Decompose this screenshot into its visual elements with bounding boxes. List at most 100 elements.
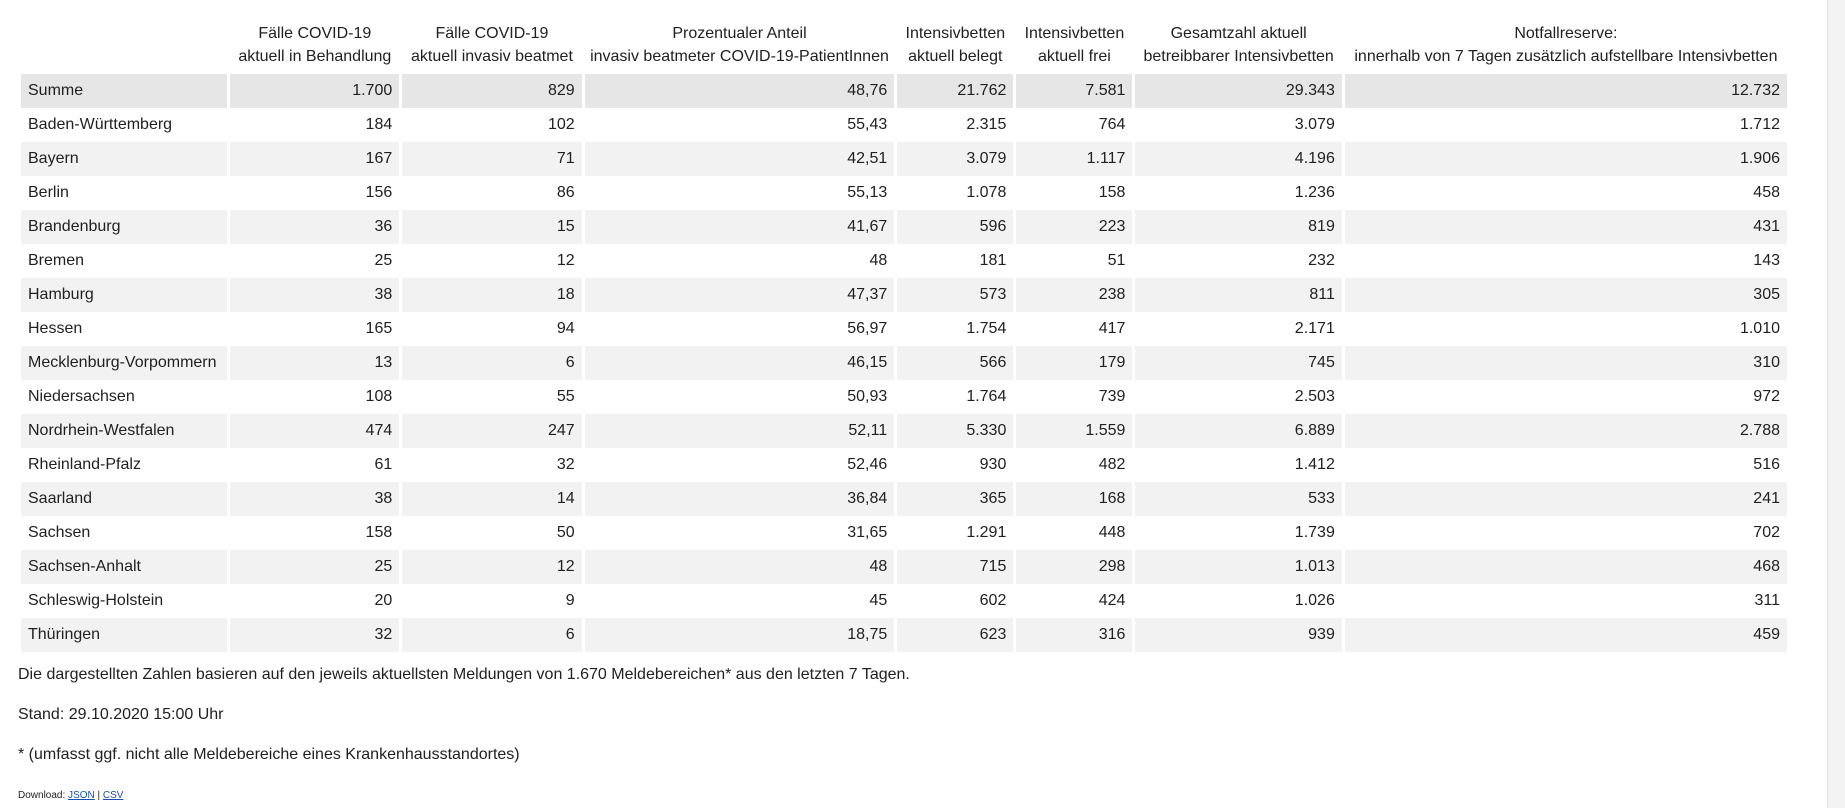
value-cell: 41,67 — [584, 210, 895, 244]
value-cell: 6 — [402, 346, 582, 380]
value-cell: 18 — [402, 278, 582, 312]
value-cell: 305 — [1344, 278, 1787, 312]
value-cell: 55 — [402, 380, 582, 414]
state-name-cell: Bayern — [21, 142, 228, 176]
column-header-line: innerhalb von 7 Tagen zusätzlich aufstel… — [1354, 48, 1778, 65]
table-row: Bayern 167 71 42,51 3.079 1.117 4.196 1.906 — [21, 142, 1787, 176]
value-cell: 51 — [1016, 244, 1133, 278]
state-name-cell: Berlin — [21, 176, 228, 210]
value-cell: 764 — [1016, 108, 1133, 142]
value-cell: 2.315 — [897, 108, 1014, 142]
table-row: Bremen 25 12 48 181 51 232 143 — [21, 244, 1787, 278]
value-cell: 241 — [1344, 482, 1787, 516]
value-cell: 533 — [1135, 482, 1342, 516]
value-cell: 12 — [402, 550, 582, 584]
column-header-2: Fälle COVID-19 aktuell invasiv beatmet — [402, 12, 581, 74]
value-cell: 623 — [897, 618, 1014, 652]
value-cell: 47,37 — [584, 278, 895, 312]
state-name-cell: Rheinland-Pfalz — [21, 448, 228, 482]
value-cell: 298 — [1016, 550, 1133, 584]
value-cell: 15 — [402, 210, 582, 244]
value-cell: 1.010 — [1344, 312, 1787, 346]
summary-row: Summe 1.700 829 48,76 21.762 7.581 29.343 12.73… — [21, 74, 1787, 108]
table-row: Thüringen 32 6 18,75 623 316 939 459 — [21, 618, 1787, 652]
value-cell: 38 — [230, 482, 400, 516]
state-name-cell: Saarland — [21, 482, 228, 516]
column-header-line: invasiv beatmeter COVID-19-PatientInnen — [590, 48, 889, 65]
value-cell: 55,13 — [584, 176, 895, 210]
value-cell: 2.788 — [1344, 414, 1787, 448]
value-cell: 739 — [1016, 380, 1133, 414]
value-cell: 1.700 — [230, 74, 400, 108]
state-name-cell: Niedersachsen — [21, 380, 228, 414]
value-cell: 12.732 — [1344, 74, 1787, 108]
value-cell: 232 — [1135, 244, 1342, 278]
value-cell: 6.889 — [1135, 414, 1342, 448]
csv-download-link[interactable]: CSV — [102, 790, 124, 801]
json-download-link[interactable]: JSON — [68, 790, 95, 801]
value-cell: 939 — [1135, 618, 1342, 652]
value-cell: 238 — [1016, 278, 1133, 312]
value-cell: 48 — [584, 550, 895, 584]
column-header-line: Fälle COVID-19 — [258, 25, 372, 42]
value-cell: 14 — [402, 482, 582, 516]
table-body: Summe 1.700 829 48,76 21.762 7.581 29.343 12.73… — [21, 74, 1787, 652]
value-cell: 3.079 — [897, 142, 1014, 176]
table-row: Schleswig-Holstein 20 9 45 602 424 1.026 311 — [21, 584, 1787, 618]
state-name-cell: Bremen — [21, 244, 228, 278]
value-cell: 474 — [230, 414, 400, 448]
table-row: Brandenburg 36 15 41,67 596 223 819 431 — [21, 210, 1787, 244]
value-cell: 1.078 — [897, 176, 1014, 210]
column-header-line: Intensivbetten — [1024, 25, 1125, 42]
value-cell: 36 — [230, 210, 400, 244]
value-cell: 365 — [897, 482, 1014, 516]
table-row: Sachsen 158 50 31,65 1.291 448 1.739 702 — [21, 516, 1787, 550]
state-name-cell: Sachsen — [21, 516, 228, 550]
value-cell: 702 — [1344, 516, 1787, 550]
value-cell: 52,11 — [584, 414, 895, 448]
value-cell: 32 — [402, 448, 582, 482]
value-cell: 102 — [402, 108, 582, 142]
value-cell: 3.079 — [1135, 108, 1342, 142]
value-cell: 7.581 — [1016, 74, 1133, 108]
value-cell: 448 — [1016, 516, 1133, 550]
value-cell: 310 — [1344, 346, 1787, 380]
state-name-cell: Baden-Württemberg — [21, 108, 228, 142]
state-name-cell: Hamburg — [21, 278, 228, 312]
column-header-line: Gesamtzahl aktuell — [1170, 25, 1307, 42]
value-cell: 158 — [1016, 176, 1133, 210]
column-header-line: Notfallreserve: — [1514, 25, 1618, 42]
timestamp-note: Stand: 29.10.2020 15:00 Uhr — [18, 706, 224, 723]
value-cell: 12 — [402, 244, 582, 278]
value-cell: 745 — [1135, 346, 1342, 380]
column-header-state — [21, 12, 227, 74]
value-cell: 1.412 — [1135, 448, 1342, 482]
state-name-cell: Thüringen — [21, 618, 228, 652]
value-cell: 247 — [402, 414, 582, 448]
value-cell: 61 — [230, 448, 400, 482]
value-cell: 56,97 — [584, 312, 895, 346]
value-cell: 13 — [230, 346, 400, 380]
value-cell: 42,51 — [584, 142, 895, 176]
download-links: Download: JSON | CSV — [18, 790, 123, 801]
value-cell: 9 — [402, 584, 582, 618]
table-row: Niedersachsen 108 55 50,93 1.764 739 2.503 972 — [21, 380, 1787, 414]
column-header-line: aktuell invasiv beatmet — [411, 48, 573, 65]
download-label: Download: — [18, 790, 69, 801]
value-cell: 71 — [402, 142, 582, 176]
value-cell: 459 — [1344, 618, 1787, 652]
value-cell: 1.739 — [1135, 516, 1342, 550]
vertical-scrollbar[interactable] — [1827, 0, 1845, 808]
value-cell: 50 — [402, 516, 582, 550]
column-header-line: aktuell frei — [1037, 48, 1111, 65]
table-row: Baden-Württemberg 184 102 55,43 2.315 764 3.07… — [21, 108, 1787, 142]
value-cell: 1.559 — [1016, 414, 1133, 448]
value-cell: 972 — [1344, 380, 1787, 414]
value-cell: 811 — [1135, 278, 1342, 312]
value-cell: 5.330 — [897, 414, 1014, 448]
state-name-cell: Hessen — [21, 312, 228, 346]
value-cell: 45 — [584, 584, 895, 618]
value-cell: 1.117 — [1016, 142, 1133, 176]
intensive-care-table: Fälle COVID-19 aktuell in Behandlung Fälle… — [18, 12, 1790, 652]
value-cell: 516 — [1344, 448, 1787, 482]
